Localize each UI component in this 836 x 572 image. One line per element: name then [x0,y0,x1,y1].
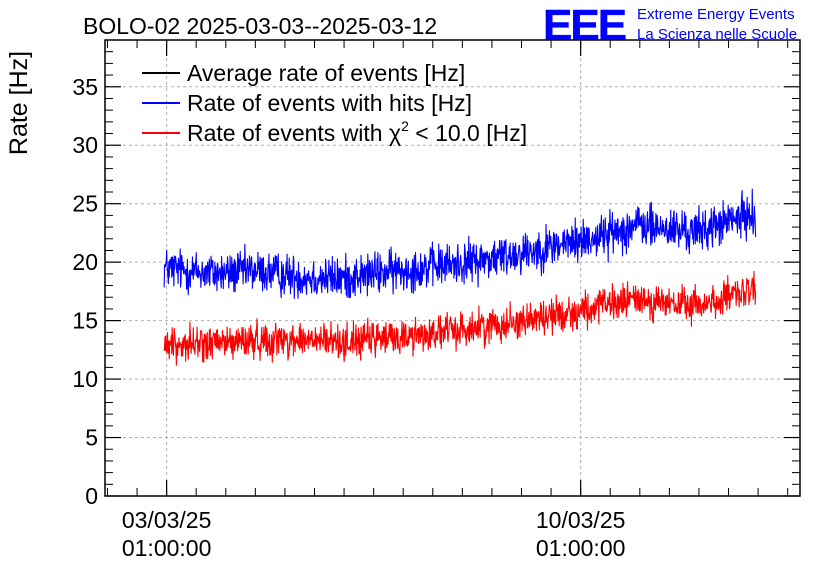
legend-label-hits: Rate of events with hits [Hz] [187,90,472,116]
eee-logo-line2: La Scienza nelle Scuole [637,26,797,43]
chart-title: BOLO-02 2025-03-03--2025-03-12 [83,13,437,39]
x-tick-label-time: 01:00:00 [536,535,626,561]
eee-logo: EEE Extreme Energy Events La Scienza nel… [543,1,797,51]
plot-frame [104,39,801,497]
series-line-1 [163,270,757,366]
y-tick-label: 10 [72,366,98,392]
axis-ticks [105,39,800,497]
legend-label-chi2: Rate of events with χ2 < 10.0 [Hz] [187,118,527,146]
y-tick-label: 0 [85,483,98,509]
y-axis-title: Rate [Hz] [5,51,33,155]
eee-logo-line1: Extreme Energy Events [637,6,795,23]
y-tick-label: 30 [72,132,98,158]
y-tick-label: 25 [72,191,98,217]
x-tick-label-date: 10/03/25 [536,507,626,533]
series-layer [163,188,757,366]
legend-label-average: Average rate of events [Hz] [187,60,465,86]
series-line-0 [163,188,757,300]
y-tick-label: 35 [72,74,98,100]
x-tick-label-time: 01:00:00 [122,535,212,561]
y-tick-label: 15 [72,308,98,334]
eee-logo-letters: EEE [543,1,626,50]
y-tick-label: 20 [72,249,98,275]
x-tick-label-date: 03/03/25 [122,507,212,533]
legend: Average rate of events [Hz] Rate of even… [142,60,527,146]
grid-lines [105,40,800,496]
y-tick-label: 5 [85,425,98,451]
tick-labels: 0510152025303503/03/2501:00:0010/03/2501… [72,74,625,561]
